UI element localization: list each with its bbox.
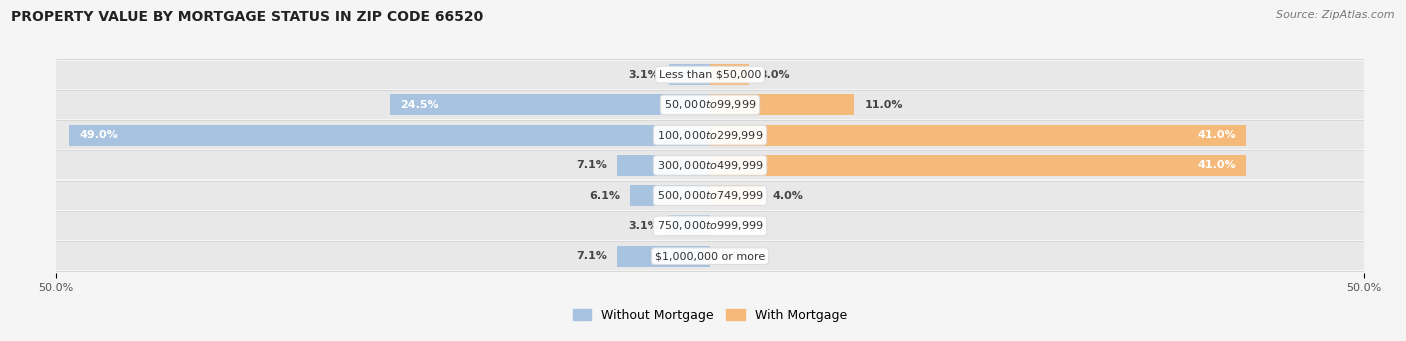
Bar (669, 64, 710, 85)
Text: 0.0%: 0.0% (720, 221, 751, 231)
Text: 49.0%: 49.0% (80, 130, 118, 140)
Text: 41.0%: 41.0% (1197, 160, 1236, 170)
Bar (56, 91, 1364, 119)
Text: 3.1%: 3.1% (628, 70, 659, 79)
Text: $100,000 to $299,999: $100,000 to $299,999 (657, 129, 763, 142)
Text: 4.0%: 4.0% (773, 191, 804, 201)
Bar (617, 246, 710, 267)
Bar (56, 242, 1364, 270)
Bar (617, 155, 710, 176)
Text: 0.0%: 0.0% (720, 251, 751, 261)
Bar (710, 185, 762, 206)
Bar (710, 64, 749, 85)
Bar (56, 121, 1364, 149)
Text: Source: ZipAtlas.com: Source: ZipAtlas.com (1277, 10, 1395, 20)
Text: 7.1%: 7.1% (576, 160, 607, 170)
Bar (56, 182, 1364, 210)
Bar (710, 124, 1246, 146)
Text: $750,000 to $999,999: $750,000 to $999,999 (657, 219, 763, 233)
Text: 7.1%: 7.1% (576, 251, 607, 261)
Text: Less than $50,000: Less than $50,000 (659, 70, 761, 79)
Bar (710, 155, 1246, 176)
Text: $50,000 to $99,999: $50,000 to $99,999 (664, 98, 756, 112)
Bar (69, 124, 710, 146)
Text: 3.0%: 3.0% (759, 70, 790, 79)
Text: $300,000 to $499,999: $300,000 to $499,999 (657, 159, 763, 172)
Text: 24.5%: 24.5% (401, 100, 439, 110)
Text: 11.0%: 11.0% (865, 100, 903, 110)
Bar (56, 151, 1364, 179)
Bar (630, 185, 710, 206)
Bar (56, 61, 1364, 89)
Text: $500,000 to $749,999: $500,000 to $749,999 (657, 189, 763, 202)
Text: 41.0%: 41.0% (1197, 130, 1236, 140)
Bar (389, 94, 710, 116)
Text: PROPERTY VALUE BY MORTGAGE STATUS IN ZIP CODE 66520: PROPERTY VALUE BY MORTGAGE STATUS IN ZIP… (11, 10, 484, 24)
Bar (56, 212, 1364, 240)
Text: 6.1%: 6.1% (589, 191, 620, 201)
Bar (669, 215, 710, 237)
Text: $1,000,000 or more: $1,000,000 or more (655, 251, 765, 261)
Legend: Without Mortgage, With Mortgage: Without Mortgage, With Mortgage (568, 304, 852, 327)
Bar (710, 94, 853, 116)
Text: 3.1%: 3.1% (628, 221, 659, 231)
